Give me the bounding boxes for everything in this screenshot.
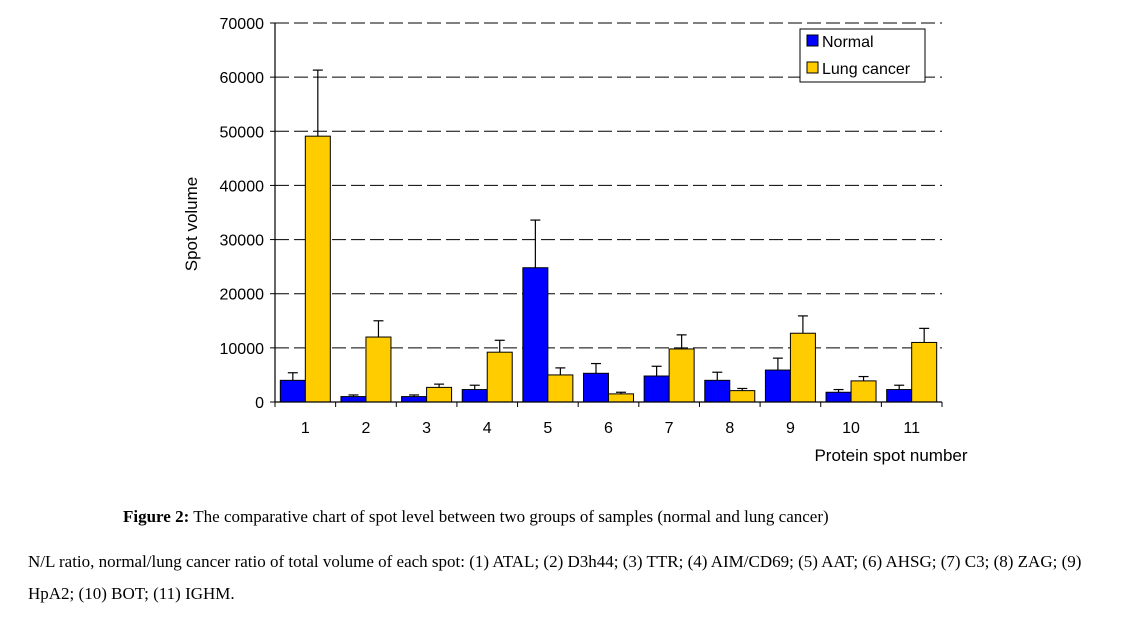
x-tick-label: 2 <box>362 420 371 437</box>
figure-caption: Figure 2: The comparative chart of spot l… <box>123 507 829 527</box>
x-tick-label: 11 <box>903 420 920 437</box>
figure-caption-label: Figure 2: <box>123 507 190 526</box>
bar-lung-cancer <box>547 374 574 403</box>
bar-normal <box>886 389 913 403</box>
legend: Normal Lung cancer <box>799 28 926 83</box>
x-axis-ticks: 1 2 3 4 5 6 7 8 9 10 11 <box>274 402 943 437</box>
bar-lung-cancer <box>304 135 331 403</box>
bar-chart: 0 10000 20000 30000 40000 50000 60000 70000 1 2 3… <box>182 16 968 465</box>
x-tick-label: 4 <box>483 420 492 437</box>
bar-lung-cancer <box>426 386 453 403</box>
bar-normal <box>340 396 367 403</box>
bar-lung-cancer <box>850 380 877 403</box>
figure-caption-text: The comparative chart of spot level betw… <box>193 507 829 526</box>
bar-lung-cancer <box>729 390 756 403</box>
bar-normal <box>401 396 428 403</box>
legend-swatch-normal <box>806 34 819 47</box>
x-tick-label: 9 <box>786 420 795 437</box>
x-tick-label: 8 <box>725 420 734 437</box>
legend-label-normal: Normal <box>822 34 874 51</box>
bar-normal <box>522 267 549 403</box>
y-tick-label: 30000 <box>220 233 265 250</box>
bar-lung-cancer <box>486 351 513 403</box>
bar-normal <box>583 372 609 403</box>
y-tick-label: 0 <box>255 395 264 412</box>
figure-note: N/L ratio, normal/lung cancer ratio of t… <box>28 552 1082 603</box>
y-tick-label: 60000 <box>220 70 265 87</box>
bar-lung-cancer <box>608 393 634 403</box>
bar-lung-cancer <box>668 348 695 403</box>
y-tick-label: 70000 <box>220 16 265 33</box>
x-axis-title: Protein spot number <box>814 446 967 465</box>
bar-normal <box>643 375 670 403</box>
bar-lung-cancer <box>911 341 938 403</box>
legend-swatch-lung-cancer <box>806 61 819 74</box>
x-tick-label: 10 <box>842 420 860 437</box>
bar-lung-cancer <box>365 336 392 403</box>
y-axis-title: Spot volume <box>182 177 201 272</box>
bars <box>279 69 938 403</box>
bar-normal <box>704 379 731 403</box>
legend-label-lung-cancer: Lung cancer <box>822 61 911 78</box>
y-tick-label: 20000 <box>220 287 265 304</box>
y-axis-ticks: 0 10000 20000 30000 40000 50000 60000 70000 <box>220 16 275 412</box>
x-tick-label: 5 <box>543 420 552 437</box>
x-tick-label: 3 <box>422 420 431 437</box>
y-tick-label: 50000 <box>220 124 265 141</box>
bar-normal <box>461 389 488 403</box>
legend-box <box>799 28 926 83</box>
y-tick-label: 40000 <box>220 178 265 195</box>
bar-normal <box>279 379 306 403</box>
x-tick-label: 6 <box>604 420 613 437</box>
bar-normal <box>825 391 852 403</box>
bar-lung-cancer <box>789 332 816 403</box>
x-tick-label: 7 <box>665 420 674 437</box>
y-tick-label: 10000 <box>220 341 265 358</box>
bar-normal <box>764 369 791 403</box>
x-tick-label: 1 <box>301 420 310 437</box>
